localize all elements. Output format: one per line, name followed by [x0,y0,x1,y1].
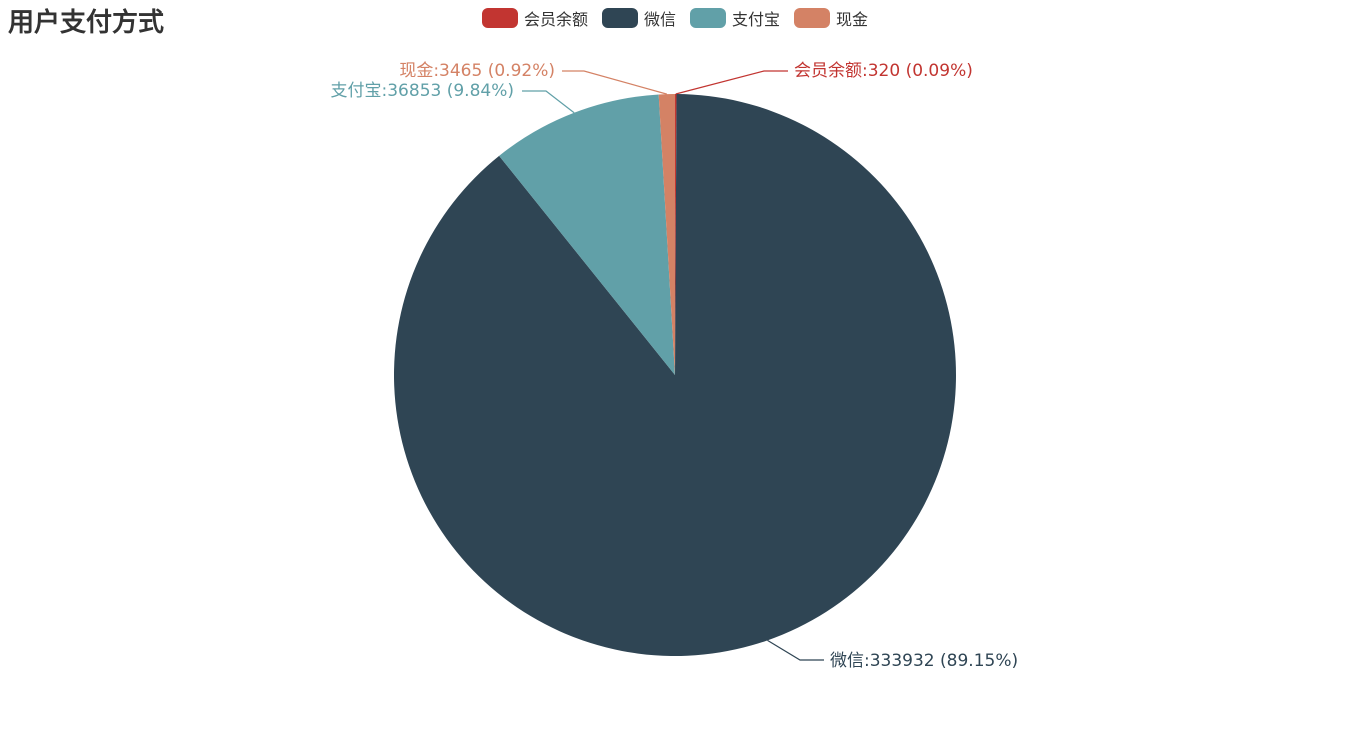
legend-item[interactable]: 微信 [601,6,676,30]
slice-label: 会员余额:320 (0.09%) [794,61,973,81]
label-leader-line [562,70,667,95]
slice-label: 支付宝:36853 (9.84%) [331,81,514,101]
legend-swatch [794,8,831,28]
label-leader-line [675,70,788,95]
chart-legend: 会员余额 微信 支付宝 现金 [0,6,1350,30]
pie-slice[interactable] [499,94,675,375]
legend-item[interactable]: 现金 [794,6,868,30]
legend-swatch [601,8,638,28]
legend-item[interactable]: 会员余额 [481,6,588,30]
legend-label: 微信 [643,10,676,29]
label-leader-line [767,639,824,661]
legend-item[interactable]: 支付宝 [690,6,780,30]
pie-slice[interactable] [675,94,677,375]
slice-label: 现金:3465 (0.92%) [399,61,555,81]
pie-slice[interactable] [658,94,675,375]
legend-label: 会员余额 [523,10,588,29]
legend-label: 现金 [836,10,869,29]
chart-title: 用户支付方式 [8,8,165,38]
pie-slice[interactable] [394,94,956,656]
legend-swatch [481,8,518,28]
slice-label: 微信:333932 (89.15%) [830,651,1018,671]
label-leader-line [522,90,575,114]
legend-swatch [690,8,726,28]
legend-label: 支付宝 [732,10,781,29]
